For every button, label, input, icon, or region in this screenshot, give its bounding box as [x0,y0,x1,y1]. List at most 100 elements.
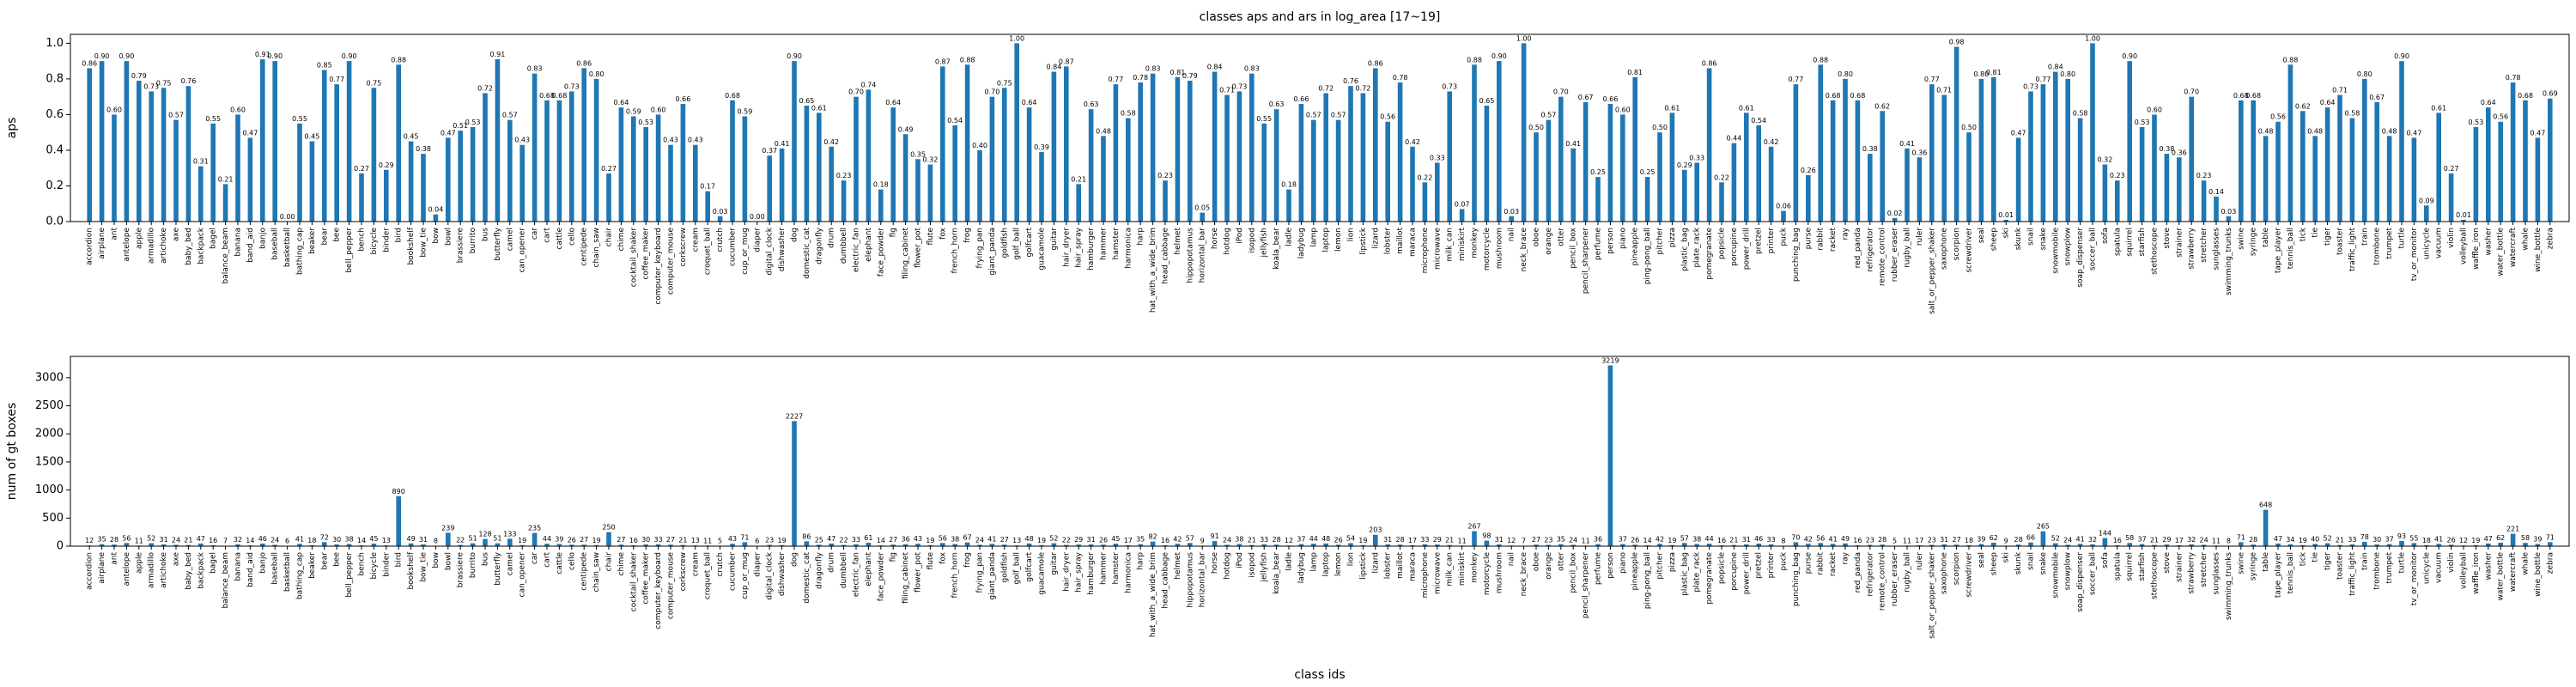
value-label: 0.64 [613,99,629,106]
x-tick-label: apple [135,552,143,574]
x-tick-label: pomegranate [1705,552,1714,605]
value-label: 0.80 [1838,70,1853,78]
bar [631,544,636,546]
value-label: 0.79 [131,72,147,80]
x-tick-label: screwdriver [1965,228,1974,273]
x-tick-label: wine_bottle [2534,228,2543,272]
x-tick-label: stethoscope [2151,228,2160,275]
bar [2324,107,2330,222]
value-label: 648 [2259,502,2272,509]
bar [1360,544,1366,546]
x-tick-label: otter [1557,228,1565,246]
value-label: 7 [223,538,228,545]
x-tick-label: bear [320,228,329,246]
value-label: 0.73 [2023,82,2038,90]
value-label: 26 [1099,536,1108,544]
x-tick-label: scorpion [1953,228,1961,260]
bar [1657,132,1662,222]
x-tick-label: motorcycle [1483,552,1492,596]
x-tick-label: lizard [1371,552,1380,574]
value-label: 0.90 [342,52,357,60]
x-tick-label: harp [1137,228,1145,246]
value-label: 0.23 [2110,172,2125,179]
bar [2077,544,2083,546]
x-tick-label: piano [1619,552,1627,574]
value-label: 0.59 [626,108,641,116]
bar [1163,180,1168,222]
x-tick-label: pencil_sharpener [1582,228,1590,295]
value-label: 41 [2434,535,2443,543]
value-label: 19 [518,537,526,544]
y-tick-label: 0.0 [46,216,64,228]
bar [2473,126,2479,222]
x-tick-label: hamster [1112,552,1121,585]
x-tick-label: bow_tie [420,228,428,258]
value-label: 16 [2113,537,2122,544]
value-label: 0.41 [1565,140,1581,148]
chart-title: classes aps and ars in log_area [17~19] [1200,10,1441,24]
x-tick-label: cattle [556,228,564,250]
value-label: 19 [1358,537,1367,544]
x-tick-label: trombone [2373,552,2382,590]
bar [235,544,240,546]
x-tick-label: red_panda [1854,228,1862,268]
x-tick-label: whale [2522,228,2530,251]
x-tick-label: banana [234,552,243,581]
y-tick-label: 500 [42,512,64,525]
bar [2349,544,2355,546]
value-label: 0.67 [2369,94,2385,101]
bar [977,544,982,546]
value-label: 24 [975,536,984,544]
bar [1422,182,1428,222]
bar [112,114,117,222]
bar [2189,96,2194,222]
y-tick-label: 0.6 [46,108,64,121]
bar [2498,121,2503,222]
x-tick-label: turtle [2398,552,2407,574]
x-tick-label: corkscrew [679,228,688,266]
value-label: 0.00 [280,213,295,221]
x-tick-label: tick [2299,551,2307,566]
value-label: 0.90 [2394,52,2409,60]
value-label: 0.26 [1801,167,1816,174]
bar [99,544,105,546]
bar [2275,121,2281,222]
x-tick-label: burrito [469,228,477,254]
bar [854,544,859,546]
bar [2102,538,2108,546]
value-label: 250 [602,524,615,532]
value-label: 58 [2521,534,2530,542]
x-tick-label: lion [1347,228,1356,241]
bar [878,189,884,222]
bar [1731,143,1737,222]
value-label: 16 [1853,537,1862,544]
x-tick-label: puck [1780,227,1789,246]
bar [730,100,735,222]
bar [1880,544,1885,546]
value-label: 0.50 [1961,124,1977,131]
x-tick-label: swine [2237,552,2245,575]
bar [556,100,562,222]
bar [841,544,847,546]
x-tick-label: pretzel [1755,228,1764,254]
bar [1249,544,1255,546]
value-label: 62 [1990,534,1998,542]
bar [1138,544,1143,546]
x-tick-label: lemon [1334,552,1343,576]
value-label: 0.70 [1553,88,1569,96]
value-label: 31 [160,536,168,544]
value-label: 45 [369,535,378,543]
value-label: 0.70 [984,88,999,96]
x-tick-label: band_aid [246,552,255,587]
bar [1101,136,1106,222]
x-tick-label: crutch [716,228,725,252]
bar [1941,544,1947,546]
bar [1521,43,1527,222]
value-label: 22 [1062,537,1071,544]
value-label: 7 [1522,538,1526,545]
axes-frame [70,33,2570,222]
bar [2115,544,2120,546]
x-tick-label: bicycle [370,552,379,580]
x-tick-label: horizontal_bar [1199,552,1207,608]
bar [309,141,315,222]
